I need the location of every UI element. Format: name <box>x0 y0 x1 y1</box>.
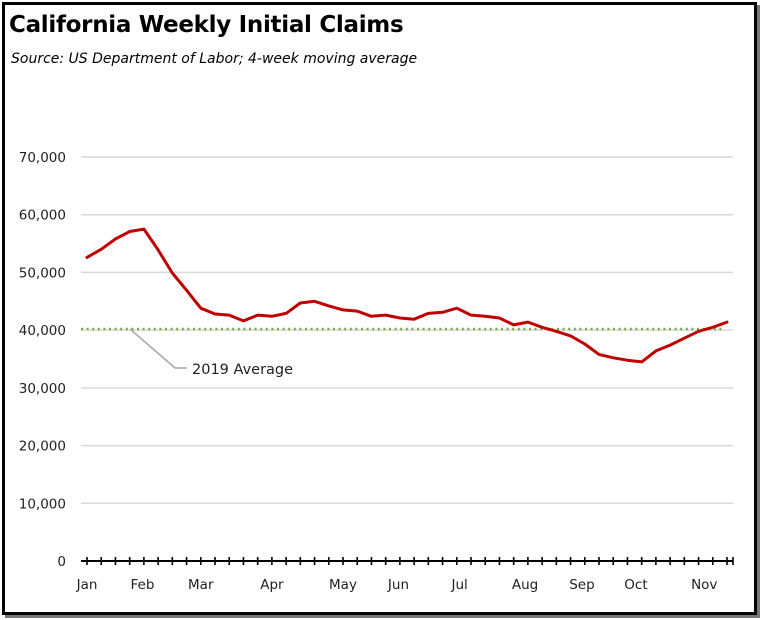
x-tick-label: Mar <box>188 577 214 593</box>
chart-title: California Weekly Initial Claims <box>9 12 404 38</box>
x-tick-label: Oct <box>624 577 647 593</box>
y-tick-label: 50,000 <box>19 265 66 281</box>
y-axis-tick-labels: 0 10,000 20,000 30,000 40,000 50,000 60,000 70,… <box>19 150 66 570</box>
annotation-label-2019-average: 2019 Average <box>192 362 293 378</box>
chart-subtitle: Source: US Department of Labor; 4-week m… <box>11 51 418 67</box>
series-line-weekly-claims <box>85 227 729 364</box>
y-tick-label: 60,000 <box>19 208 66 224</box>
x-tick-label: Feb <box>131 577 155 593</box>
x-tick-label: Apr <box>260 577 284 593</box>
x-tick-label: Jul <box>450 577 467 593</box>
x-tick-label: Jun <box>387 577 409 593</box>
y-tick-label: 20,000 <box>19 439 66 455</box>
x-axis <box>81 557 734 565</box>
x-tick-label: Nov <box>691 577 717 593</box>
annotation-group: 2019 Average <box>129 328 293 378</box>
y-tick-label: 40,000 <box>19 323 66 339</box>
y-tick-label: 70,000 <box>19 150 66 166</box>
chart-frame <box>2 2 757 615</box>
x-tick-label: May <box>329 577 357 593</box>
x-tick-label: Sep <box>569 577 594 593</box>
y-tick-label: 30,000 <box>19 381 66 397</box>
x-tick-label: Aug <box>512 577 538 593</box>
series-group <box>85 227 729 364</box>
annotation-leader-line <box>129 328 187 369</box>
y-tick-label: 10,000 <box>19 496 66 512</box>
y-tick-label: 0 <box>57 554 66 570</box>
x-tick-label: Jan <box>76 577 98 593</box>
x-axis-month-labels: Jan Feb Mar Apr May Jun Jul Aug Sep Oct Nov <box>76 577 718 593</box>
